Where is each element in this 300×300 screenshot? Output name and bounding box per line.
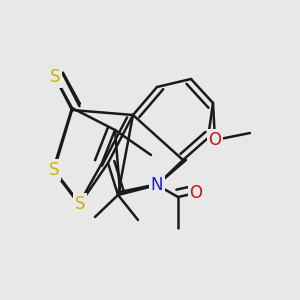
Text: O: O <box>208 131 221 149</box>
Text: O: O <box>190 184 202 202</box>
Text: N: N <box>151 176 163 194</box>
Text: S: S <box>50 68 60 86</box>
Text: S: S <box>75 195 85 213</box>
Text: S: S <box>49 161 59 179</box>
